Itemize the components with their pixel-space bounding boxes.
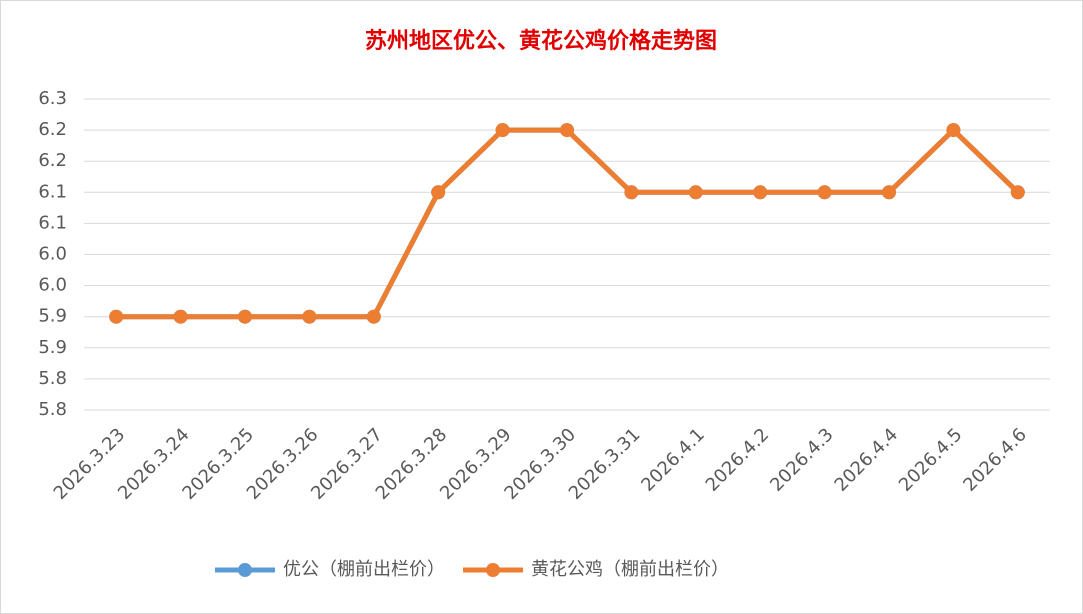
data-point: [688, 185, 703, 200]
data-point: [882, 185, 896, 200]
y-tick-label: 6.1: [38, 212, 67, 233]
data-point: [302, 309, 317, 324]
data-point: [1010, 185, 1025, 200]
y-tick-label: 5.8: [38, 399, 67, 420]
y-tick-label: 6.0: [38, 275, 67, 296]
y-tick-label: 6.3: [38, 88, 67, 109]
chart-title: 苏州地区优公、黄花公鸡价格走势图: [365, 28, 717, 54]
data-point: [495, 123, 510, 138]
legend-marker: [486, 563, 500, 577]
data-point: [946, 123, 961, 138]
data-point: [366, 309, 381, 324]
data-point: [238, 309, 252, 324]
data-point: [109, 309, 124, 324]
legend-label: 黄花公鸡（棚前出栏价）: [531, 559, 729, 580]
data-point: [431, 185, 446, 200]
y-tick-label: 6.1: [38, 181, 67, 202]
y-tick-label: 6.2: [38, 119, 67, 140]
y-tick-label: 5.9: [38, 306, 67, 327]
legend-label: 优公（棚前出栏价）: [283, 559, 445, 580]
data-point: [173, 309, 188, 324]
y-tick-label: 6.2: [38, 150, 67, 171]
y-tick-label: 5.8: [38, 368, 67, 389]
data-point: [753, 185, 768, 200]
data-point: [560, 123, 574, 138]
y-tick-label: 5.9: [38, 337, 67, 358]
y-tick-label: 6.0: [38, 244, 67, 265]
data-point: [817, 185, 832, 200]
legend-marker: [238, 563, 252, 577]
data-point: [624, 185, 639, 200]
